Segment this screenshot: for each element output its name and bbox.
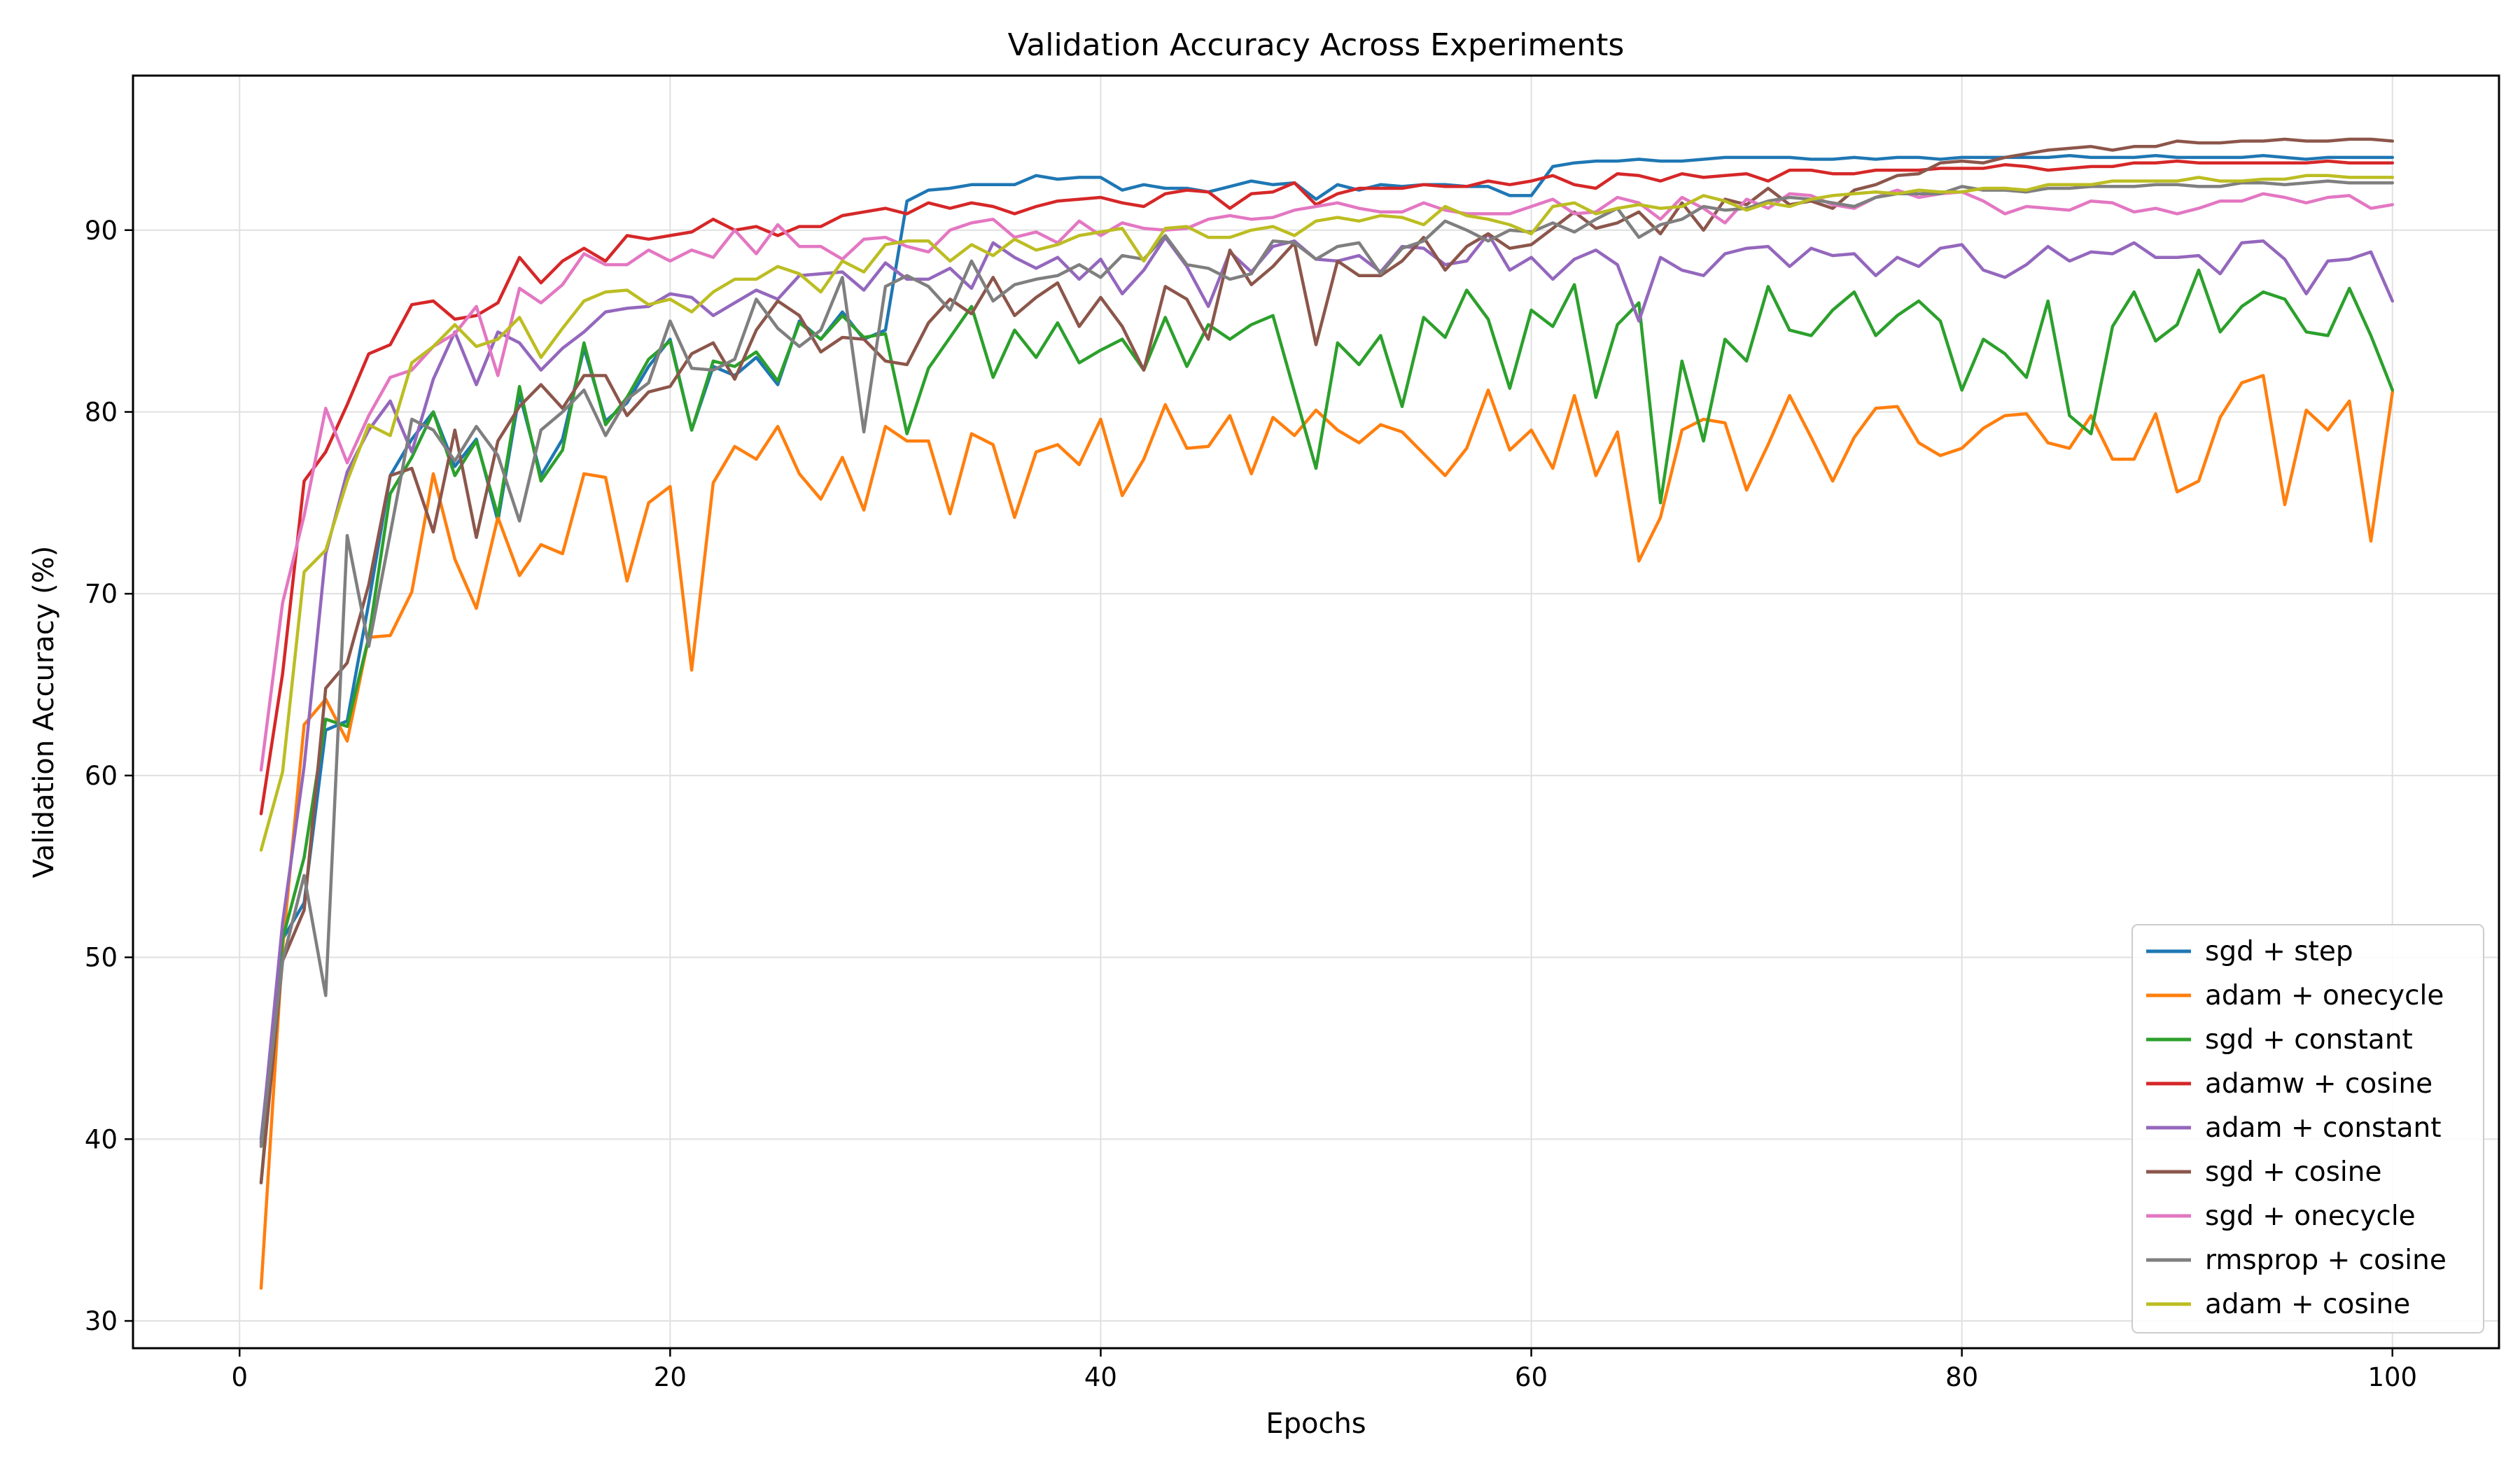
- y-tick-label: 80: [85, 397, 118, 427]
- x-tick-label: 20: [654, 1362, 687, 1392]
- series-lines: [259, 137, 2395, 1290]
- plot-frame: [132, 74, 2500, 1350]
- chart-title: Validation Accuracy Across Experiments: [1008, 27, 1625, 63]
- legend-label: sgd + cosine: [2205, 1156, 2381, 1188]
- series-line-adamw-cosine: [259, 159, 2395, 816]
- legend-label: adamw + cosine: [2205, 1068, 2432, 1100]
- legend-label: sgd + onecycle: [2205, 1200, 2416, 1232]
- y-tick-label: 90: [85, 216, 118, 246]
- y-tick-label: 50: [85, 943, 118, 973]
- series-line-sgd-constant: [259, 268, 2395, 1184]
- y-axis-label: Validation Accuracy (%): [28, 546, 60, 878]
- series-line-adam-cosine: [259, 174, 2395, 852]
- x-tick-label: 80: [1945, 1362, 1978, 1392]
- x-tick-label: 0: [231, 1362, 248, 1392]
- legend-label: rmsprop + cosine: [2205, 1245, 2446, 1276]
- legend: sgd + step adam + onecycle sgd + constant a…: [2132, 924, 2484, 1334]
- x-axis-label: Epochs: [1266, 1408, 1366, 1440]
- legend-label: adam + cosine: [2205, 1289, 2410, 1320]
- axis-ticks: 0 20 40 60 80 100 30 40 50 60 70 80 90: [85, 216, 2417, 1392]
- grid: [133, 76, 2499, 1348]
- legend-label: adam + onecycle: [2205, 980, 2444, 1011]
- series-line-rmsprop-cosine: [259, 179, 2395, 1148]
- y-tick-label: 40: [85, 1124, 118, 1154]
- series-line-adam-constant: [259, 232, 2395, 1144]
- y-tick-label: 60: [85, 761, 118, 791]
- y-tick-label: 30: [85, 1306, 118, 1336]
- legend-label: sgd + constant: [2205, 1024, 2413, 1056]
- legend-box: [2132, 924, 2484, 1334]
- series-line-sgd-onecycle: [259, 188, 2395, 772]
- legend-label: adam + constant: [2205, 1112, 2442, 1144]
- x-tick-label: 60: [1515, 1362, 1548, 1392]
- x-tick-label: 40: [1084, 1362, 1117, 1392]
- legend-label: sgd + step: [2205, 936, 2353, 967]
- series-line-sgd-cosine: [259, 137, 2395, 1184]
- y-tick-label: 70: [85, 579, 118, 609]
- x-tick-label: 100: [2367, 1362, 2417, 1392]
- series-line-adam-onecycle: [259, 374, 2395, 1290]
